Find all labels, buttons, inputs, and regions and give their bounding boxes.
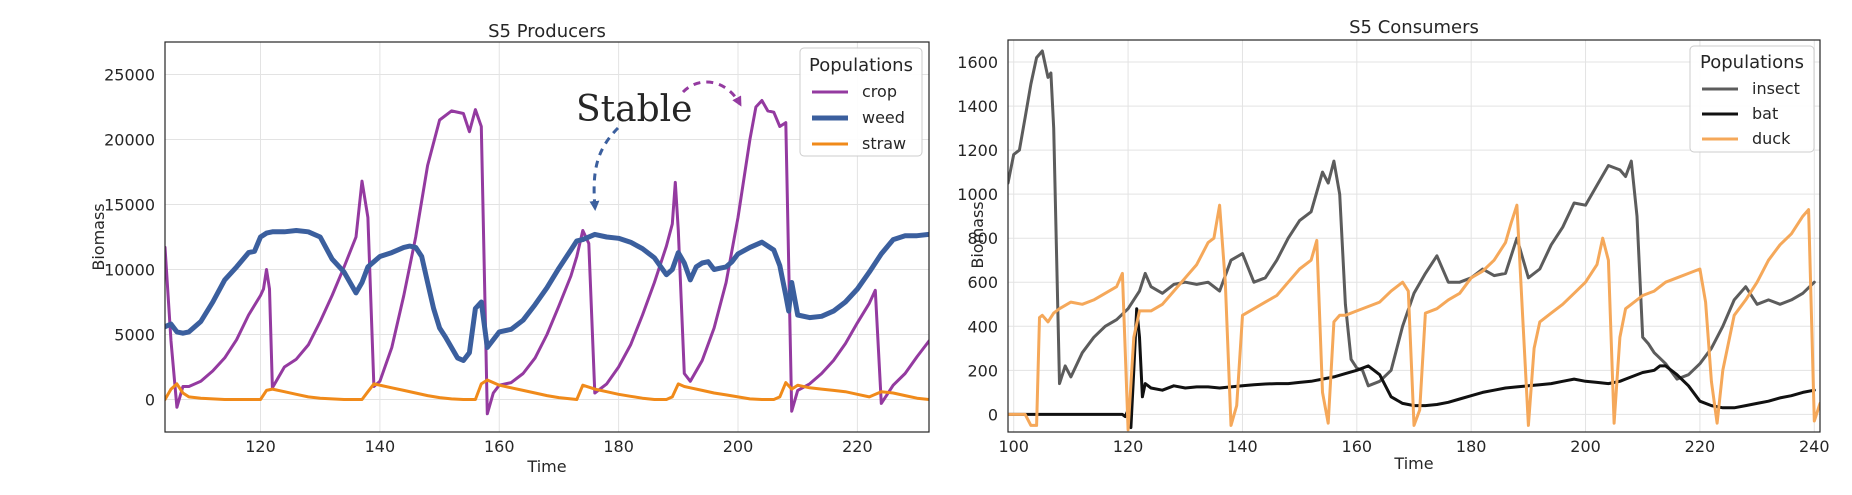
consumers-x-tick-label: 120 (1113, 437, 1144, 456)
producers-legend-box (799, 47, 923, 157)
producers-y-tick-label: 10000 (104, 261, 155, 280)
consumers-x-tick-label: 220 (1685, 437, 1716, 456)
producers-series (165, 99, 929, 416)
consumers-y-tick-label: 1600 (957, 53, 998, 72)
producers-legend: Populations crop weed straw (799, 47, 923, 157)
consumers-y-tick-label: 400 (967, 317, 998, 336)
producers-chart: 120 140 160 180 200 220 0 5000 10000 15000 20000 25… (89, 21, 930, 476)
consumers-series (1008, 49, 1820, 432)
producers-y-tick-label: 15000 (104, 196, 155, 215)
consumers-y-tick-label: 200 (967, 361, 998, 380)
series-line-bat (1008, 307, 1816, 430)
stable-annotation-text: Stable (576, 89, 692, 130)
producers-y-axis-label: Biomass (89, 203, 108, 270)
consumers-x-tick-label: 100 (998, 437, 1029, 456)
producers-x-tick-label: 220 (842, 437, 873, 456)
consumers-ticks: 100 120 140 160 180 200 220 240 0 200 400 600 800 100… (957, 53, 1829, 456)
producers-ticks: 120 140 160 180 200 220 0 5000 10000 15000 20000 25… (104, 66, 873, 457)
consumers-chart: 100 120 140 160 180 200 220 240 0 200 400 600 800 100… (957, 17, 1829, 473)
producers-y-tick-label: 20000 (104, 131, 155, 150)
stable-arrow-to-crop-peak (681, 80, 742, 107)
consumers-y-tick-label: 800 (967, 229, 998, 248)
legend-label-insect: insect (1752, 79, 1800, 98)
legend-label-bat: bat (1752, 104, 1778, 123)
consumers-legend-box (1689, 45, 1815, 153)
producers-y-tick-label: 25000 (104, 66, 155, 85)
producers-x-tick-label: 120 (245, 437, 276, 456)
consumers-x-axis-label: Time (1393, 454, 1433, 473)
legend-label-straw: straw (862, 134, 906, 153)
producers-plot-frame (164, 41, 930, 433)
series-line-straw (165, 378, 929, 401)
consumers-plot-frame (1007, 39, 1821, 433)
producers-x-tick-label: 160 (484, 437, 515, 456)
producers-y-tick-label: 5000 (114, 326, 155, 345)
producers-x-tick-label: 140 (365, 437, 396, 456)
consumers-legend-title: Populations (1700, 52, 1804, 73)
series-line-insect (1008, 49, 1816, 388)
consumers-x-tick-label: 140 (1227, 437, 1258, 456)
legend-label-weed: weed (862, 108, 905, 127)
series-line-weed (165, 228, 929, 363)
consumers-title: S5 Consumers (1349, 17, 1479, 38)
consumers-x-tick-label: 200 (1570, 437, 1601, 456)
legend-label-crop: crop (862, 82, 897, 101)
consumers-y-tick-label: 1400 (957, 97, 998, 116)
producers-y-tick-label: 0 (145, 391, 155, 410)
consumers-y-tick-label: 600 (967, 273, 998, 292)
consumers-legend: Populations insect bat duck (1689, 45, 1815, 153)
producers-x-tick-label: 180 (603, 437, 634, 456)
consumers-x-tick-label: 180 (1456, 437, 1487, 456)
series-line-duck (1008, 203, 1820, 432)
consumers-y-tick-label: 0 (988, 405, 998, 424)
producers-x-tick-label: 200 (723, 437, 754, 456)
producers-x-axis-label: Time (526, 457, 566, 476)
producers-legend-title: Populations (809, 55, 913, 76)
consumers-x-tick-label: 160 (1342, 437, 1373, 456)
producers-title: S5 Producers (488, 21, 606, 42)
consumers-y-tick-label: 1200 (957, 141, 998, 160)
consumers-y-tick-label: 1000 (957, 185, 998, 204)
stable-arrow-to-weed-plateau (589, 126, 620, 211)
producers-annotation: Stable (576, 80, 742, 211)
legend-label-duck: duck (1752, 129, 1791, 148)
consumers-x-tick-label: 240 (1799, 437, 1830, 456)
consumers-y-axis-label: Biomass (968, 201, 987, 268)
